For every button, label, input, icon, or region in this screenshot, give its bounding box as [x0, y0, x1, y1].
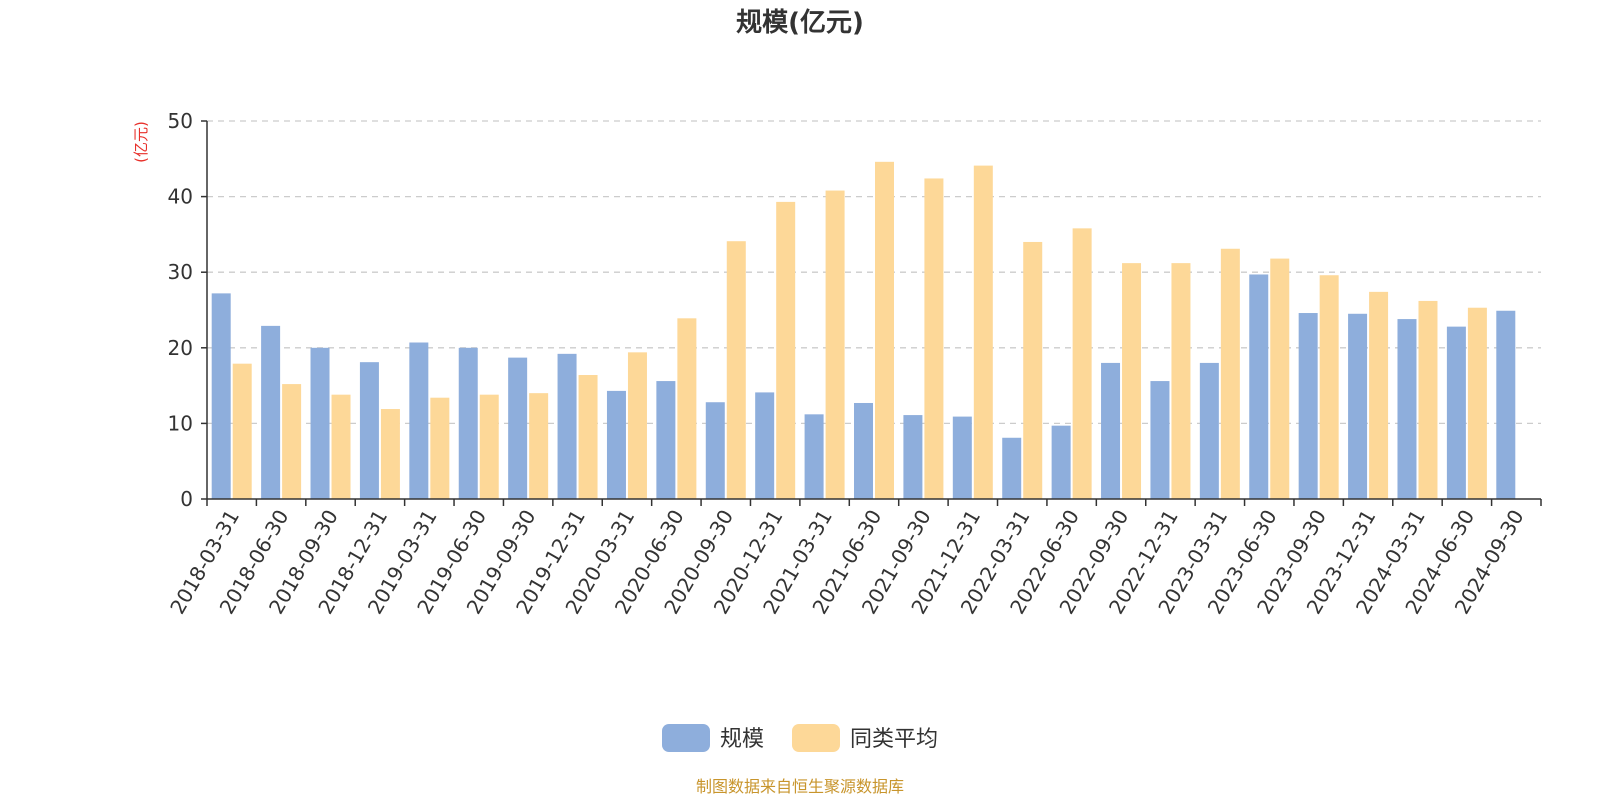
bar-peer-average [1270, 258, 1290, 499]
bar-peer-average [380, 409, 400, 499]
bar-scale [1348, 313, 1368, 499]
bar-scale [1446, 326, 1466, 499]
bar-peer-average [1072, 228, 1092, 500]
bar-scale [1298, 313, 1318, 499]
bar-scale [359, 362, 379, 499]
bar-peer-average [331, 394, 351, 499]
gridlines [207, 120, 1541, 425]
bar-peer-average [973, 165, 993, 499]
bar-scale [656, 381, 676, 499]
bar-scale [1002, 437, 1022, 499]
bar-peer-average [1319, 275, 1339, 499]
y-tick-label: 0 [180, 487, 193, 511]
y-axis-unit-label: (亿元) [132, 121, 150, 163]
bars [211, 161, 1516, 500]
y-tick-label: 50 [168, 109, 193, 133]
bar-scale [458, 347, 478, 499]
bar-scale [261, 325, 281, 499]
bar-scale [310, 347, 330, 499]
bar-peer-average [1220, 248, 1240, 499]
x-axis-ticks: 2018-03-312018-06-302018-09-302018-12-31… [165, 499, 1542, 618]
bar-scale [705, 402, 725, 499]
legend-label: 同类平均 [850, 727, 938, 752]
bar-peer-average [875, 161, 894, 499]
legend-label: 规模 [720, 727, 764, 752]
bar-scale [1199, 362, 1219, 499]
y-tick-label: 40 [168, 185, 193, 209]
legend: 规模 同类平均 [662, 724, 938, 752]
legend-swatch [662, 724, 710, 752]
bar-peer-average [924, 178, 944, 499]
bar-peer-average [726, 241, 746, 500]
bar-scale [1249, 274, 1269, 499]
bar-peer-average [825, 190, 845, 499]
bar-scale [1101, 362, 1121, 499]
bar-peer-average [1023, 241, 1043, 499]
bar-peer-average [479, 394, 499, 499]
y-tick-label: 20 [168, 336, 193, 360]
bar-peer-average [1369, 291, 1389, 499]
bar-scale [755, 392, 775, 499]
bar-peer-average [1467, 307, 1487, 499]
bar-peer-average [627, 352, 647, 499]
legend-swatch [792, 724, 840, 752]
bar-scale [409, 342, 429, 499]
bar-scale [211, 293, 231, 499]
y-tick-label: 30 [168, 260, 193, 284]
bar-peer-average [232, 363, 252, 499]
bar-scale [1397, 319, 1417, 499]
bar-scale [557, 353, 577, 499]
y-tick-label: 10 [168, 411, 193, 435]
axes [206, 121, 1541, 500]
bar-peer-average [1122, 263, 1142, 499]
bar-peer-average [776, 201, 796, 499]
bar-scale [952, 416, 972, 499]
bar-scale [903, 415, 923, 499]
bar-peer-average [430, 397, 450, 499]
source-text: 制图数据来自恒生聚源数据库 [696, 777, 904, 796]
y-axis-ticks: 0 10 20 30 40 50 [168, 109, 207, 511]
bar-scale [804, 414, 824, 499]
bar-peer-average [1418, 300, 1438, 499]
bar-scale [1496, 310, 1516, 499]
bar-peer-average [529, 393, 549, 499]
bar-peer-average [677, 318, 697, 499]
bar-scale [854, 402, 873, 499]
bar-scale [508, 357, 528, 499]
bar-peer-average [1171, 263, 1191, 499]
bar-scale [1150, 381, 1170, 499]
bar-scale [606, 390, 626, 499]
bar-scale [1051, 425, 1071, 499]
bar-peer-average [578, 375, 598, 499]
bar-peer-average [282, 384, 302, 499]
chart-title: 规模(亿元) [736, 8, 864, 38]
